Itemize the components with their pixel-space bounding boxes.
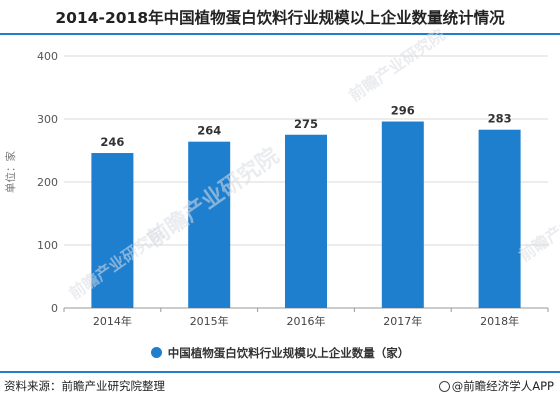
data-label: 283 bbox=[488, 112, 512, 126]
data-label: 296 bbox=[391, 104, 415, 118]
bar bbox=[478, 129, 521, 308]
chart-legend: 中国植物蛋白饮料行业规模以上企业数量（家） bbox=[0, 345, 560, 361]
app-logo-icon bbox=[438, 381, 450, 392]
y-tick-label: 300 bbox=[37, 113, 58, 126]
source-note: 资料来源：前瞻产业研究院整理 bbox=[4, 379, 165, 393]
bar bbox=[381, 121, 424, 309]
legend-marker-icon bbox=[150, 347, 162, 358]
x-tick-label: 2016年 bbox=[287, 314, 326, 328]
y-tick-label: 100 bbox=[37, 239, 58, 252]
y-tick-label: 0 bbox=[51, 302, 58, 315]
x-tick-label: 2015年 bbox=[190, 314, 229, 328]
legend-label: 中国植物蛋白饮料行业规模以上企业数量（家） bbox=[167, 346, 410, 360]
bar bbox=[188, 141, 231, 308]
brand-credit: @前瞻经济学人APP bbox=[438, 378, 554, 394]
y-axis-label: 单位：家 bbox=[4, 151, 17, 193]
title-divider bbox=[0, 33, 560, 35]
x-tick-label: 2014年 bbox=[93, 314, 132, 328]
x-tick-label: 2017年 bbox=[383, 314, 422, 328]
y-tick-label: 400 bbox=[37, 50, 58, 63]
x-tick-label: 2018年 bbox=[480, 314, 519, 328]
y-tick-label: 200 bbox=[37, 176, 58, 189]
chart-title: 2014-2018年中国植物蛋白饮料行业规模以上企业数量统计情况 bbox=[55, 9, 505, 27]
bar bbox=[285, 134, 327, 308]
data-label: 275 bbox=[294, 117, 318, 131]
data-label: 246 bbox=[100, 135, 124, 149]
brand-label: @前瞻经济学人APP bbox=[451, 379, 554, 393]
footer-divider bbox=[0, 371, 560, 373]
bar-chart: 0 100 200 300 400 单位：家 246 2014年 264 2015年 275 2016… bbox=[4, 50, 549, 328]
bar bbox=[91, 153, 134, 308]
data-label: 264 bbox=[197, 124, 221, 138]
